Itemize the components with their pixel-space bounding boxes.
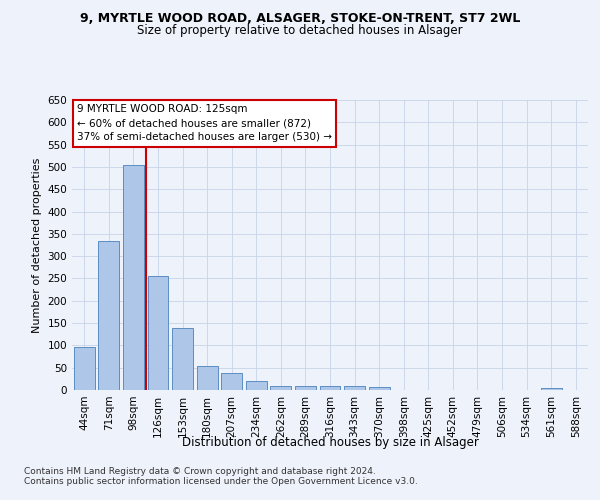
Bar xyxy=(271,386,292,390)
Bar xyxy=(221,374,242,390)
Text: Contains public sector information licensed under the Open Government Licence v3: Contains public sector information licen… xyxy=(24,477,418,486)
Bar xyxy=(344,386,365,390)
Bar xyxy=(368,388,389,390)
Bar xyxy=(74,346,95,390)
Bar xyxy=(295,386,316,390)
Y-axis label: Number of detached properties: Number of detached properties xyxy=(32,158,42,332)
Text: 9 MYRTLE WOOD ROAD: 125sqm
← 60% of detached houses are smaller (872)
37% of sem: 9 MYRTLE WOOD ROAD: 125sqm ← 60% of deta… xyxy=(77,104,332,142)
Bar xyxy=(172,328,193,390)
Text: Contains HM Land Registry data © Crown copyright and database right 2024.: Contains HM Land Registry data © Crown c… xyxy=(24,467,376,476)
Bar xyxy=(98,242,119,390)
Text: 9, MYRTLE WOOD ROAD, ALSAGER, STOKE-ON-TRENT, ST7 2WL: 9, MYRTLE WOOD ROAD, ALSAGER, STOKE-ON-T… xyxy=(80,12,520,26)
Bar xyxy=(197,366,218,390)
Text: Distribution of detached houses by size in Alsager: Distribution of detached houses by size … xyxy=(182,436,478,449)
Bar xyxy=(246,380,267,390)
Bar xyxy=(148,276,169,390)
Bar xyxy=(123,164,144,390)
Bar xyxy=(320,386,340,390)
Bar xyxy=(541,388,562,390)
Text: Size of property relative to detached houses in Alsager: Size of property relative to detached ho… xyxy=(137,24,463,37)
